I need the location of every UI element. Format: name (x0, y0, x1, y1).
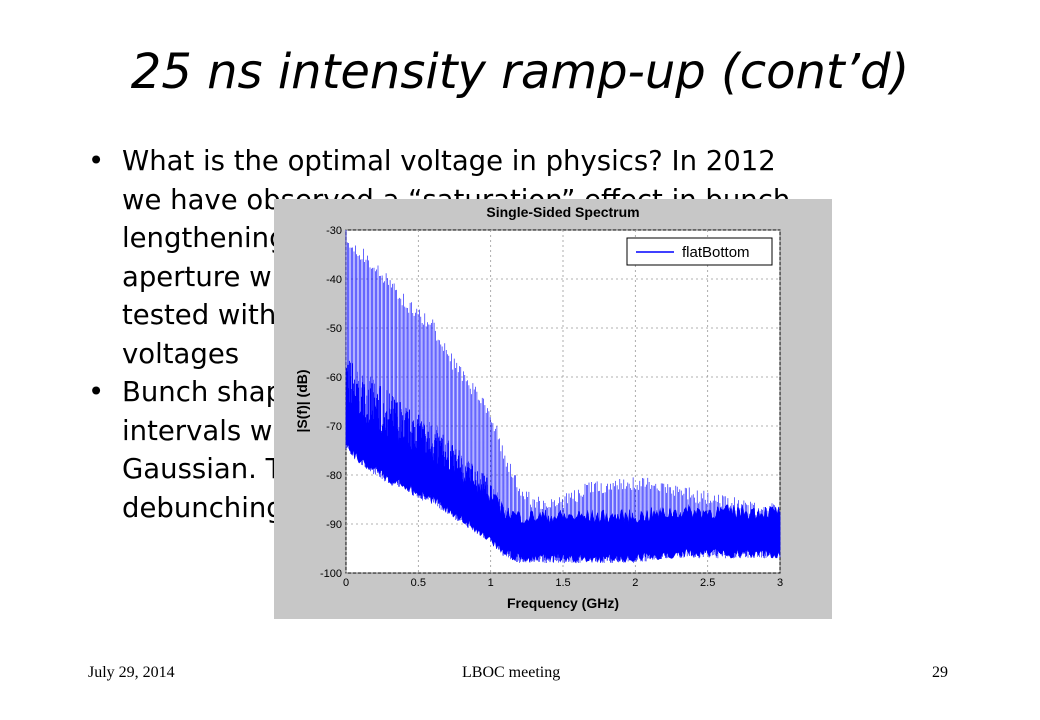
y-tick-label: -70 (326, 421, 342, 433)
footer-page-number: 29 (932, 664, 948, 681)
y-tick-label: -90 (326, 519, 342, 531)
spectrum-floor-band (345, 402, 781, 564)
bullet-dot: • (88, 376, 105, 408)
x-tick-labels: 0 0.5 1 1.5 2 2.5 3 (343, 577, 783, 589)
x-tick-label: 3 (777, 577, 783, 589)
x-axis-label: Frequency (GHz) (507, 595, 619, 611)
series-group (345, 230, 781, 564)
y-tick-label: -30 (326, 225, 342, 237)
y-tick-label: -50 (326, 323, 342, 335)
y-tick-label: -100 (320, 568, 342, 580)
footer-event: LBOC meeting (462, 664, 561, 681)
bullet-dot: • (88, 145, 105, 177)
spectrum-figure: -30 -40 -50 -60 -70 -80 -90 -100 0 0.5 1 1.5 2 2.5 3 … (274, 199, 832, 619)
y-tick-labels: -30 -40 -50 -60 -70 -80 -90 -100 (320, 225, 342, 580)
chart-title: Single-Sided Spectrum (486, 204, 639, 220)
footer-date: July 29, 2014 (88, 664, 175, 681)
x-tick-label: 0 (343, 577, 349, 589)
bullet-line: What is the optimal voltage in physics? … (122, 145, 776, 177)
legend-label: flatBottom (682, 244, 750, 261)
x-tick-label: 0.5 (411, 577, 426, 589)
x-tick-label: 2.5 (700, 577, 715, 589)
x-tick-label: 1.5 (555, 577, 570, 589)
spectrum-chart: -30-40-50-60-70-80-90-100 0 0.5 1 1.5 2 2.5 3 … (294, 204, 783, 611)
x-tick-label: 1 (488, 577, 494, 589)
y-tick-label: -60 (326, 372, 342, 384)
x-tick-label: 2 (632, 577, 638, 589)
y-tick-label: -40 (326, 274, 342, 286)
slide-title: 25 ns intensity ramp-up (cont’d) (130, 44, 910, 100)
y-tick-label: -80 (326, 470, 342, 482)
bullet-line: voltages (122, 337, 240, 370)
y-axis-label: |S(f)| (dB) (294, 369, 310, 432)
legend: flatBottom (626, 237, 773, 266)
